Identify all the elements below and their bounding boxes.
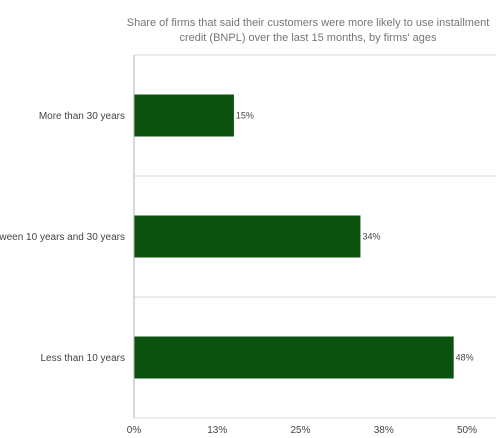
- category-label: More than 30 years: [39, 111, 125, 122]
- bar: [134, 215, 361, 258]
- bar: [134, 336, 454, 379]
- category-label: Between 10 years and 30 years: [0, 232, 125, 243]
- x-tick-label: 13%: [207, 425, 227, 436]
- data-label: 48%: [456, 353, 474, 363]
- chart-title: Share of firms that said their customers…: [127, 17, 490, 44]
- category-labels: More than 30 years Between 10 years and 3…: [0, 111, 125, 364]
- bar: [134, 94, 234, 137]
- data-label: 34%: [362, 232, 380, 242]
- data-label: 15%: [236, 111, 254, 121]
- x-tick-label: 38%: [374, 425, 394, 436]
- data-labels: 15% 34% 48%: [236, 111, 474, 363]
- chart-title-line-1: Share of firms that said their customers…: [127, 17, 490, 29]
- bars-group: [134, 94, 454, 379]
- x-tick-label: 50%: [457, 425, 477, 436]
- chart-title-line-2: credit (BNPL) over the last 15 months, b…: [179, 32, 437, 44]
- gridlines: [134, 54, 496, 419]
- x-tick-label: 25%: [290, 425, 310, 436]
- x-tick-label: 0%: [127, 425, 142, 436]
- category-label: Less than 10 years: [41, 353, 126, 364]
- x-axis-tick-labels: 0% 13% 25% 38% 50%: [127, 425, 477, 436]
